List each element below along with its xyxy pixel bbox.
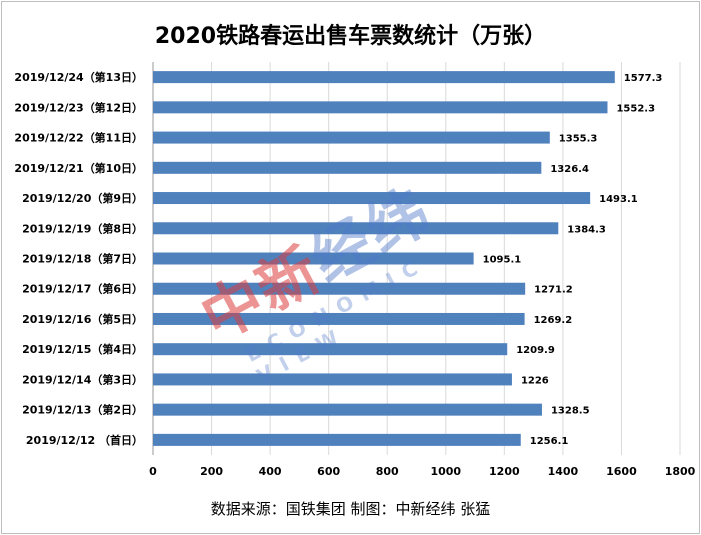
bar: [153, 71, 615, 84]
bar: [153, 222, 559, 235]
source-caption: 数据来源：国铁集团 制图：中新经纬 张猛: [210, 500, 491, 518]
bar-value-label: 1493.1: [599, 194, 638, 205]
y-tick-label: 2019/12/18（第7日）: [22, 252, 143, 266]
bar: [153, 312, 525, 325]
bar-value-label: 1209.9: [516, 345, 555, 356]
y-tick-label: 2019/12/15（第4日）: [22, 342, 143, 356]
x-tick-label: 600: [317, 465, 340, 478]
x-tick-label: 1400: [548, 465, 579, 478]
y-tick-label: 2019/12/16（第5日）: [22, 312, 143, 326]
y-tick-label: 2019/12/12 （首日）: [26, 433, 143, 447]
bar-value-label: 1226: [521, 375, 549, 386]
y-tick-label: 2019/12/22（第11日）: [14, 131, 143, 145]
x-tick-label: 400: [259, 465, 282, 478]
bar: [153, 433, 521, 446]
bar: [153, 252, 474, 265]
bar-layer: [153, 71, 615, 446]
bar-value-label: 1269.2: [534, 315, 573, 326]
y-tick-label: 2019/12/14（第3日）: [22, 372, 143, 386]
y-tick-label: 2019/12/21（第10日）: [14, 161, 143, 175]
bar: [153, 282, 526, 295]
x-tick-label: 200: [200, 465, 223, 478]
y-tick-label: 2019/12/17（第6日）: [22, 282, 143, 296]
bar-value-label: 1328.5: [551, 406, 590, 417]
x-tick-label: 800: [376, 465, 399, 478]
bar: [153, 131, 550, 144]
x-tick-label: 1800: [665, 465, 696, 478]
y-tick-label: 2019/12/13（第2日）: [22, 403, 143, 417]
bar: [153, 161, 542, 174]
bar-value-label: 1552.3: [616, 103, 655, 114]
y-tick-label: 2019/12/23（第12日）: [14, 100, 143, 114]
bar: [153, 343, 508, 356]
bar: [153, 403, 542, 416]
x-tick-label: 1600: [606, 465, 637, 478]
bar: [153, 192, 591, 205]
bar-value-label: 1095.1: [483, 255, 522, 266]
bar-value-label: 1355.3: [559, 134, 598, 145]
bar: [153, 373, 512, 386]
label-layer: 0 200 400 600 800 1000 1200 1400 1600 1800 2019/12…: [14, 70, 695, 478]
bar-value-label: 1384.3: [567, 224, 606, 235]
chart-title: 2020铁路春运出售车票数统计（万张）: [154, 24, 547, 49]
x-tick-label: 1000: [430, 465, 461, 478]
bar-value-label: 1577.3: [624, 73, 663, 84]
x-tick-label: 1200: [489, 465, 520, 478]
y-tick-label: 2019/12/20（第9日）: [22, 191, 143, 205]
bar-value-label: 1326.4: [550, 164, 589, 175]
x-tick-label: 0: [149, 465, 157, 478]
y-tick-label: 2019/12/19（第8日）: [22, 221, 143, 235]
bar-value-label: 1271.2: [534, 285, 573, 296]
bar: [153, 101, 608, 114]
bar-value-label: 1256.1: [530, 436, 569, 447]
y-tick-label: 2019/12/24（第13日）: [14, 70, 143, 84]
